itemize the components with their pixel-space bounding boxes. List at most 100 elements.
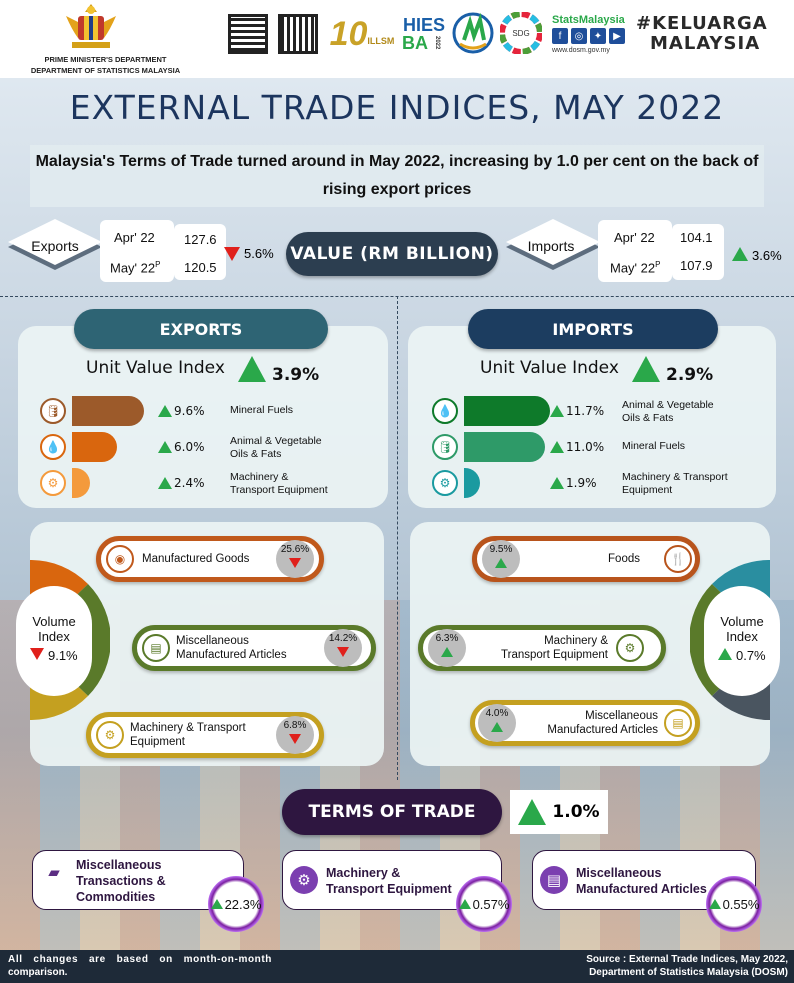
stats-brand: StatsMalaysia [552,14,625,26]
volume-pct: 6.8% [283,720,307,731]
qr-code-facebook-icon[interactable] [278,14,318,54]
tot-name-line1: Miscellaneous [76,858,162,872]
footer-note-line-2: comparison. [8,967,68,978]
oil-drop-icon: 💧 [432,398,458,424]
up-arrow-icon [550,441,564,453]
census-logo [452,12,494,54]
gears-icon: ⚙ [40,470,66,496]
exports-volume-index: Volume Index 9.1% [16,586,92,696]
volume-name-line-1: Machinery & [544,635,608,647]
volume-item-name: Foods [540,552,640,566]
volume-name-line-2: Manufactured Articles [547,724,658,736]
volume-name-line-2: Equipment [130,736,185,748]
imports-volume-index: Volume Index 0.7% [704,586,780,696]
imports-volume-value: 0.7% [735,648,766,663]
footer-source-line-2: Department of Statistics Malaysia (DOSM) [589,967,788,978]
headline: Malaysia's Terms of Trade turned around … [30,145,764,207]
uvi-bar [464,432,545,462]
keluarga-malaysia-logo: #KELUARGA MALAYSIA [636,14,786,54]
dosm-10-years-logo: 10 ILLSM [329,12,395,56]
exports-period-2: May' 22 [110,260,156,276]
terms-of-trade-value-box: 1.0% [510,790,608,834]
divider-vertical [397,296,398,780]
imports-uvi-up-icon [632,356,660,386]
volume-item-name: Machinery & Transport Equipment [130,721,270,749]
terms-of-trade-item-name: Miscellaneous Transactions & Commodities [76,857,166,905]
youtube-icon[interactable]: ▶ [609,28,625,44]
category-line-1: Mineral Fuels [622,440,686,452]
hies-text: HIES [402,15,445,35]
qr-code-icon[interactable] [228,14,268,54]
footer: All changes are based on month-on-month … [0,950,794,983]
volume-name-line-1: Foods [608,553,640,565]
volume-change: 4.0% [478,704,516,742]
up-arrow-icon [158,441,172,453]
volume-change: 6.3% [428,629,466,667]
tot-pct: 22.3% [224,896,262,912]
uvi-bar [72,432,117,462]
volume-name-line-1: Machinery & Transport [130,722,246,734]
exports-volume-title-1: Volume [32,614,76,629]
up-arrow-icon [158,477,172,489]
tot-name-line1: Machinery & [326,866,401,880]
imports-label: Imports [527,238,575,254]
up-arrow-icon [210,899,223,909]
department-name: PRIME MINISTER'S DEPARTMENT DEPARTMENT O… [18,54,193,76]
volume-name-line-1: Miscellaneous [176,635,249,647]
up-arrow-icon [491,722,503,732]
exports-uvi-value: 3.9% [272,365,320,385]
exports-volume-down-icon [30,648,45,660]
volume-pct: 6.3% [435,633,459,644]
category-line-2: Transport Equipment [230,484,328,496]
volume-pct: 14.2% [328,633,358,644]
terms-of-trade-value: 1.0% [552,802,600,822]
tot-pct: 0.57% [472,896,510,912]
uvi-pct: 9.6% [174,404,205,418]
exports-value-2: 120.5 [184,260,217,275]
volume-change: 9.5% [482,540,520,578]
stats-url[interactable]: www.dosm.gov.my [552,47,610,54]
exports-volume-title-2: Index [38,629,70,644]
category-line-1: Machinery & Transport [622,471,728,483]
up-arrow-icon [441,647,453,657]
up-arrow-icon [458,899,471,909]
twitter-icon[interactable]: ✦ [590,28,606,44]
volume-change: 14.2% [324,629,362,667]
stats-malaysia-social: StatsMalaysia f ◎ ✦ ▶ www.dosm.gov.my [552,14,632,54]
gears-icon: ⚙ [290,866,318,894]
coins-icon: ◉ [106,545,134,573]
keluarga-text: #KELUARGA [636,13,768,34]
logo-10-text: 10 [329,14,368,53]
volume-change: 6.8% [276,716,314,754]
category-line-2: Equipment [622,484,673,496]
volume-item-name: Manufactured Goods [142,552,272,566]
facebook-icon[interactable]: f [552,28,568,44]
dept-line-2: DEPARTMENT OF STATISTICS MALAYSIA [30,66,181,75]
document-icon: ▤ [664,709,692,737]
imports-pill: IMPORTS [468,309,718,349]
volume-item-name: Machinery & Transport Equipment [470,634,608,662]
imports-uvi-value: 2.9% [666,365,714,385]
uvi-pct: 2.4% [174,476,205,490]
tot-pct: 0.55% [722,896,760,912]
terms-of-trade-up-icon [518,799,547,825]
uvi-pct: 11.0% [566,440,605,454]
terms-of-trade-item-name: Machinery & Transport Equipment [326,865,452,897]
exports-uvi-label: Unit Value Index [86,358,225,378]
oil-drop-icon: 💧 [40,434,66,460]
uvi-category: Machinery & Transport Equipment [230,471,328,497]
volume-name-line-1: Miscellaneous [585,710,658,722]
page-title: EXTERNAL TRADE INDICES, MAY 2022 [69,88,725,127]
exports-periods: Apr' 22 May' 22P [100,220,174,282]
instagram-icon[interactable]: ◎ [571,28,587,44]
imports-up-arrow-icon [732,246,748,265]
provisional-mark-imports: P [655,260,661,269]
terms-of-trade-pill: TERMS OF TRADE [282,789,502,835]
imports-value-1: 104.1 [680,230,713,245]
tot-name-line2: Manufactured Articles [576,882,707,896]
terms-of-trade-change-ring: 22.3% [208,876,264,932]
up-arrow-icon [550,405,564,417]
uvi-category: Mineral Fuels [230,404,293,417]
up-arrow-icon [158,405,172,417]
logo-ilism-text: ILLSM [367,36,395,46]
